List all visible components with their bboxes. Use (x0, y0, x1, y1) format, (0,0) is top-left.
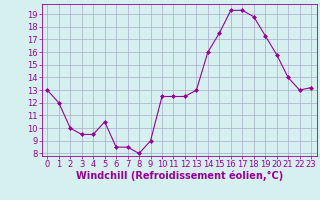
X-axis label: Windchill (Refroidissement éolien,°C): Windchill (Refroidissement éolien,°C) (76, 171, 283, 181)
